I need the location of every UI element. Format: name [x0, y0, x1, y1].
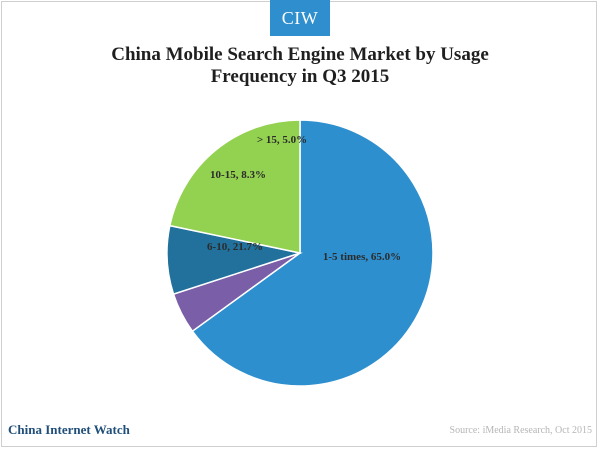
pie-slice-6-10 — [168, 119, 301, 254]
ciw-logo: CIW — [270, 0, 330, 36]
footer-brand: China Internet Watch — [8, 422, 130, 437]
logo-text: CIW — [281, 7, 319, 28]
chart-title: China Mobile Search Engine Market by Usa… — [111, 44, 489, 87]
pie-labels: 1-5 times, 65.0% > 15, 5.0% 10-15, 8.3% 6-1… — [207, 134, 401, 263]
data-label: 6-10, 21.7% — [207, 241, 263, 253]
footer-source: Source: iMedia Research, Oct 2015 — [449, 425, 592, 436]
pie-slice-1-5-times — [191, 119, 434, 387]
pie-slices — [166, 119, 434, 387]
data-label: 1-5 times, 65.0% — [323, 251, 401, 263]
data-label: > 15, 5.0% — [257, 134, 307, 146]
data-label: 10-15, 8.3% — [210, 169, 266, 181]
